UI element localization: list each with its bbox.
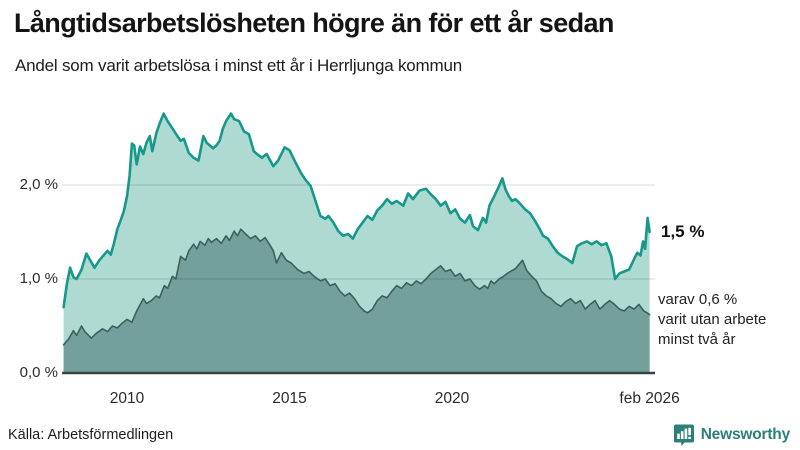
- series-min-one-year-line: [62, 112, 651, 309]
- secondary-annotation-line-2: varit utan arbete: [658, 311, 767, 328]
- y-axis-tick-2: 2,0 %: [19, 176, 58, 193]
- x-axis-tick-feb-2026: feb 2026: [619, 390, 680, 407]
- y-axis-tick-1: 1,0 %: [19, 270, 58, 287]
- series-min-two-years-area: [63, 229, 650, 373]
- x-axis-tick-2015: 2015: [272, 390, 307, 407]
- series-min-two-years-line: [62, 228, 651, 346]
- chart-subtitle: Andel som varit arbetslösa i minst ett å…: [15, 56, 462, 75]
- newsworthy-icon: [673, 424, 694, 446]
- x-axis-tick-2020: 2020: [434, 390, 470, 407]
- end-value-annotation: 1,5 %: [661, 222, 705, 241]
- secondary-annotation: varav 0,6 % varit utan arbete minst två …: [658, 290, 766, 350]
- page-title: Långtidsarbetslösheten högre än för ett …: [14, 8, 614, 38]
- brand-logo[interactable]: Newsworthy: [673, 423, 790, 447]
- source-credit: Källa: Arbetsförmedlingen: [8, 427, 174, 443]
- y-axis-tick-0: 0,0 %: [19, 364, 58, 381]
- secondary-annotation-line-3: minst två år: [658, 331, 736, 348]
- x-axis-tick-2010: 2010: [109, 390, 145, 407]
- secondary-annotation-line-1: varav 0,6 %: [658, 291, 738, 308]
- brand-name: Newsworthy: [700, 426, 791, 443]
